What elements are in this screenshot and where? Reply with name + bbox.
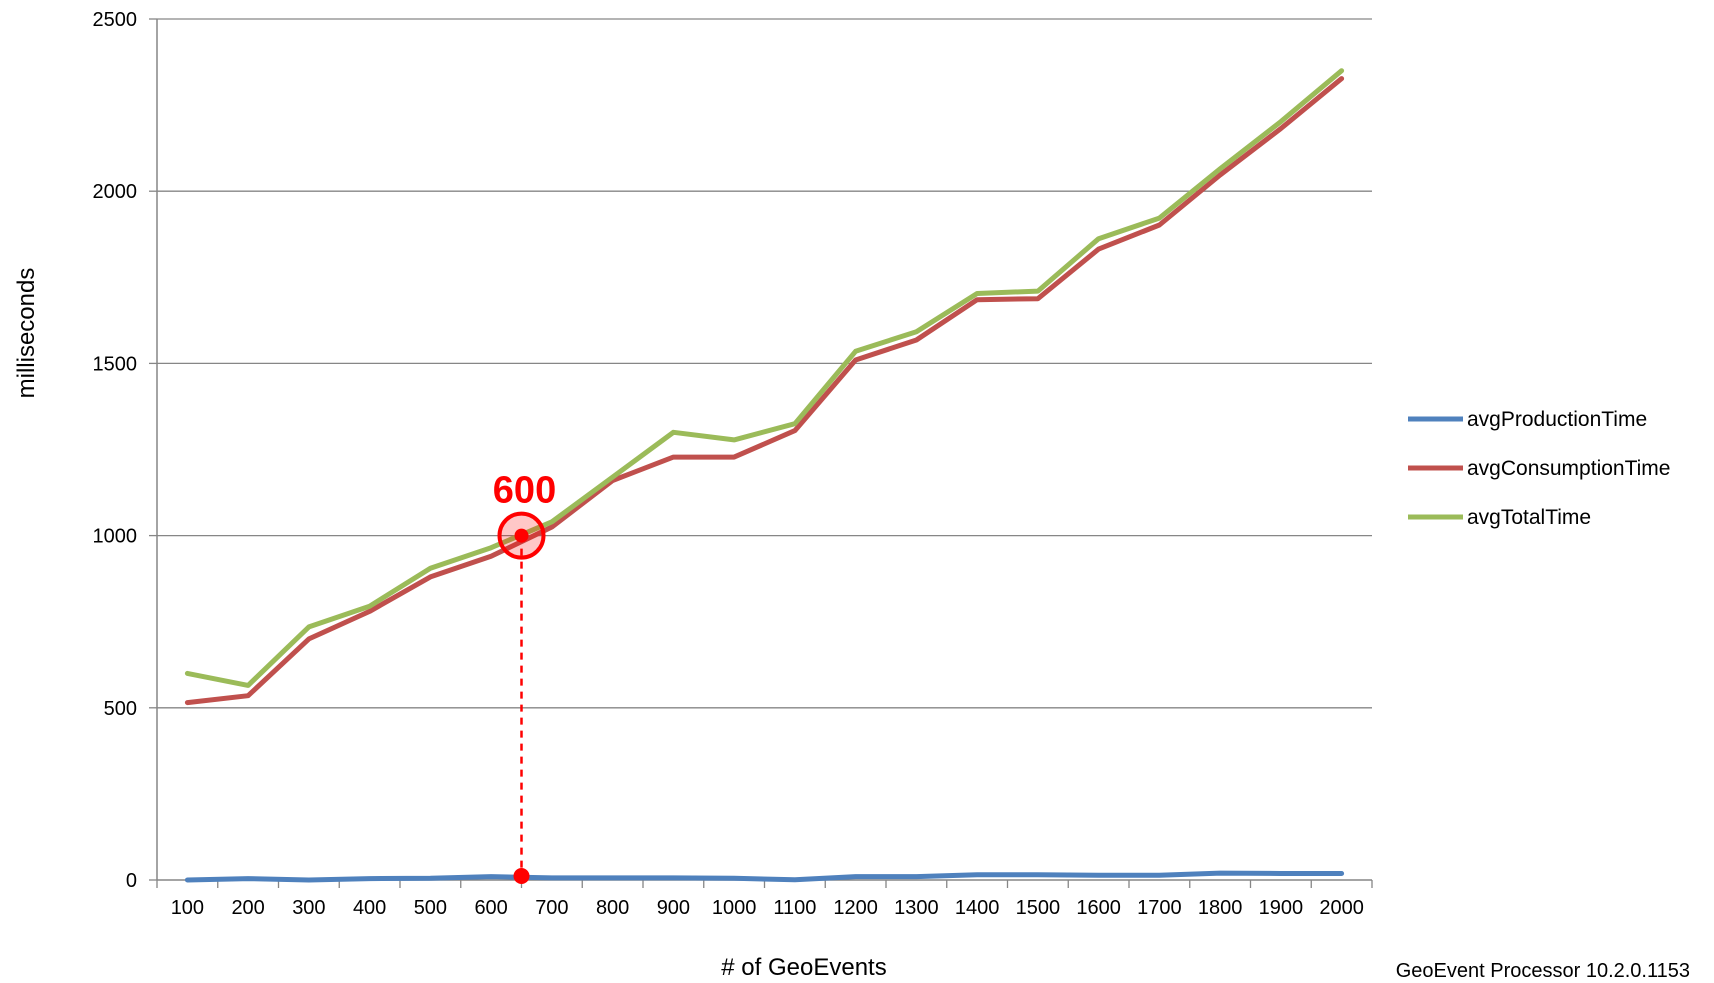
x-tick-label: 800 <box>596 897 629 919</box>
legend: avgProductionTime avgConsumptionTime avgTo… <box>1408 408 1670 529</box>
x-tick-label: 1300 <box>894 897 939 919</box>
x-tick-label: 200 <box>231 897 264 919</box>
series-line-avgProductionTime <box>184 870 1345 883</box>
y-axis-title: milliseconds <box>13 268 40 399</box>
x-tick-label: 1100 <box>773 897 816 919</box>
y-tick-label: 500 <box>104 698 137 720</box>
axes <box>156 19 1372 881</box>
legend-label: avgConsumptionTime <box>1467 457 1670 480</box>
x-tick-label: 1500 <box>1016 897 1061 919</box>
x-tick-label: 1900 <box>1259 897 1304 919</box>
series-line-avgConsumptionTime <box>184 76 1345 706</box>
x-tick-label: 1800 <box>1198 897 1243 919</box>
x-tick-label: 1200 <box>833 897 878 919</box>
y-tick-labels: 0 500 1000 1500 2000 2500 <box>93 9 157 892</box>
x-tick-label: 1000 <box>712 897 757 919</box>
x-tick-label: 500 <box>414 897 447 919</box>
series-line-avgTotalTime <box>184 68 1345 688</box>
x-tick-label: 700 <box>535 897 568 919</box>
x-tick-label: 400 <box>353 897 386 919</box>
series-lines <box>184 68 1345 883</box>
x-tick-label: 1700 <box>1137 897 1182 919</box>
x-axis-title: # of GeoEvents <box>721 954 886 981</box>
x-tick-label: 100 <box>171 897 204 919</box>
y-tick-label: 0 <box>126 870 137 892</box>
x-tick-label: 1400 <box>955 897 1000 919</box>
y-tick-label: 1000 <box>93 526 138 548</box>
x-tick-label: 900 <box>657 897 690 919</box>
legend-label: avgProductionTime <box>1467 408 1647 431</box>
annotation-base-dot <box>513 868 530 884</box>
gridlines <box>157 18 1372 709</box>
y-tick-label: 2000 <box>93 181 138 203</box>
x-tick-label: 1600 <box>1076 897 1121 919</box>
footer-version-text: GeoEvent Processor 10.2.0.1153 <box>1396 960 1690 982</box>
annotation-label: 600 <box>493 470 556 512</box>
x-tick-label: 600 <box>474 897 507 919</box>
y-tick-label: 1500 <box>93 353 138 375</box>
x-tick-labels: 100 200 300 400 500 600 700 800 900 1000 1100 1200 1… <box>156 880 1373 919</box>
legend-label: avgTotalTime <box>1467 506 1591 529</box>
highlight-annotation: 600 <box>493 470 556 884</box>
x-tick-label: 300 <box>292 897 325 919</box>
annotation-center-dot <box>514 528 529 543</box>
y-tick-label: 2500 <box>93 9 138 31</box>
x-tick-label: 2000 <box>1319 897 1364 919</box>
